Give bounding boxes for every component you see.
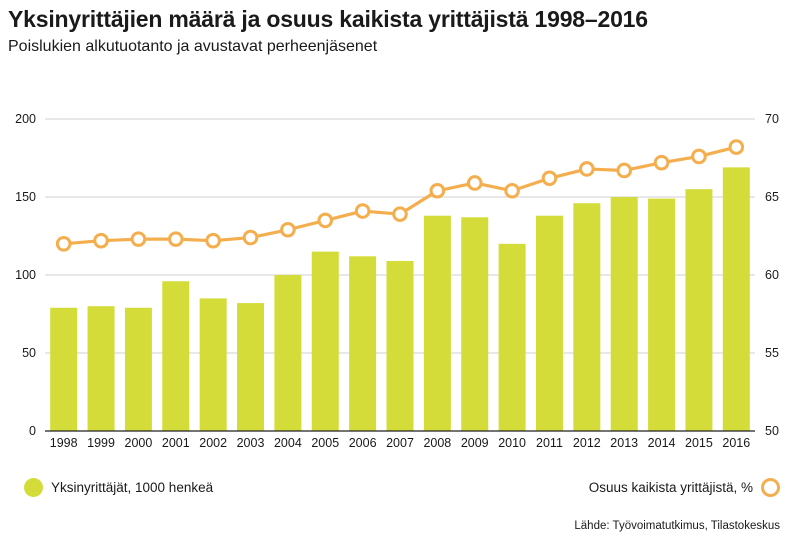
- x-tick-label: 1998: [50, 436, 78, 450]
- legend-line: Osuus kaikista yrittäjistä, %: [589, 478, 780, 497]
- bar: [461, 217, 489, 431]
- share-point: [130, 231, 147, 247]
- bar: [423, 215, 451, 431]
- y-left-tick-label: 100: [15, 268, 36, 282]
- legend-line-swatch: [761, 478, 780, 497]
- y-left-tick-label: 0: [29, 424, 36, 438]
- x-tick-label: 2013: [610, 436, 638, 450]
- share-point: [728, 139, 745, 155]
- share-point: [205, 232, 221, 249]
- x-tick-label: 2007: [386, 436, 414, 450]
- source-note: Lähde: Työvoimatutkimus, Tilastokeskus: [574, 520, 780, 532]
- bar: [648, 198, 676, 431]
- share-point: [504, 182, 520, 199]
- y-left-tick-label: 50: [22, 346, 36, 360]
- bar: [311, 251, 339, 431]
- share-point: [280, 221, 296, 238]
- chart-title: Yksinyrittäjien määrä ja osuus kaikista …: [8, 6, 648, 32]
- x-tick-label: 2006: [349, 436, 377, 450]
- share-point: [653, 154, 670, 171]
- bar: [573, 203, 601, 431]
- legend-bar-label: Yksinyrittäjät, 1000 henkeä: [51, 480, 214, 495]
- share-point: [541, 170, 558, 187]
- share-point: [429, 182, 446, 199]
- x-tick-label: 2009: [461, 436, 489, 450]
- y-left-tick-label: 200: [15, 112, 36, 126]
- x-tick-label: 2003: [237, 436, 265, 450]
- bar: [498, 243, 526, 431]
- x-tick-label: 2011: [536, 436, 563, 450]
- x-tick-label: 2016: [722, 436, 750, 450]
- y-right-tick-label: 65: [765, 190, 779, 204]
- y-left-tick-label: 150: [15, 190, 36, 204]
- x-tick-label: 2004: [274, 436, 302, 450]
- x-tick-label: 2015: [685, 436, 713, 450]
- share-point: [242, 229, 259, 246]
- bar: [124, 307, 152, 431]
- share-point: [55, 236, 72, 252]
- bar: [610, 197, 638, 431]
- legend-bars: Yksinyrittäjät, 1000 henkeä: [24, 478, 213, 497]
- chart-subtitle: Poislukien alkutuotanto ja avustavat per…: [8, 38, 378, 55]
- x-tick-label: 2008: [423, 436, 451, 450]
- share-point: [93, 232, 109, 249]
- bar: [162, 281, 190, 431]
- bar: [237, 303, 265, 431]
- share-point: [354, 203, 371, 219]
- share-point: [392, 206, 408, 222]
- bar: [199, 298, 227, 431]
- bar: [535, 215, 563, 431]
- x-tick-label: 2000: [125, 436, 153, 450]
- share-point: [317, 212, 334, 229]
- x-tick-label: 2010: [498, 436, 526, 450]
- bar: [87, 306, 115, 431]
- x-tick-label: 2014: [648, 436, 676, 450]
- bar: [349, 256, 377, 431]
- x-tick-label: 2002: [199, 436, 227, 450]
- share-point: [616, 162, 633, 179]
- x-tick-label: 2005: [311, 436, 339, 450]
- legend-line-label: Osuus kaikista yrittäjistä, %: [588, 480, 753, 495]
- bar: [50, 307, 78, 431]
- chart-canvas: 0 50 100 150 200 50 55 60 65 70 1998 1999 2000 2001 20…: [15, 112, 779, 450]
- share-point: [579, 161, 595, 177]
- bar: [685, 189, 713, 431]
- x-tick-label: 2012: [573, 436, 601, 450]
- share-point: [167, 231, 184, 247]
- bar: [274, 275, 302, 431]
- bar: [386, 260, 414, 431]
- x-tick-label: 1999: [87, 436, 115, 450]
- share-point: [691, 148, 707, 165]
- y-right-tick-label: 50: [765, 424, 779, 438]
- y-right-tick-label: 55: [765, 346, 779, 360]
- legend-bar-swatch: [24, 478, 43, 497]
- share-point: [466, 175, 483, 191]
- y-right-tick-label: 60: [765, 268, 779, 282]
- x-tick-label: 2001: [162, 436, 190, 450]
- y-right-tick-label: 70: [765, 112, 779, 126]
- bar: [722, 167, 750, 432]
